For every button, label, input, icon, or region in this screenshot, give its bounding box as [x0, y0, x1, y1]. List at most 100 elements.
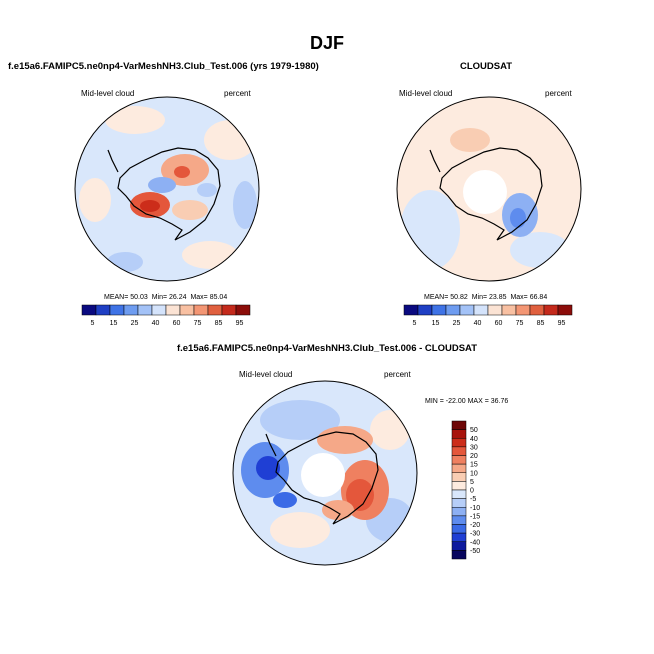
obs-peninsula — [429, 149, 441, 173]
colorbar-tick-label: 60 — [173, 320, 181, 327]
colorbar-tick-label: -15 — [470, 513, 480, 520]
diff-peninsula — [265, 433, 277, 457]
obs-stats: MEAN= 50.82 Min= 23.85 Max= 66.84 — [424, 294, 548, 301]
model-colorbar: 5 15 25 40 60 75 85 95 — [81, 304, 251, 327]
colorbar-box — [81, 304, 97, 316]
colorbar-box — [451, 481, 467, 491]
colorbar-box — [123, 304, 139, 316]
colorbar-tick-label: 25 — [131, 320, 139, 327]
model-units-label: percent — [224, 89, 251, 98]
model-peninsula — [107, 149, 119, 173]
colorbar-tick-label: 95 — [236, 320, 244, 327]
diff-map-border — [232, 380, 418, 566]
model-left-label: Mid-level cloud — [81, 89, 135, 98]
colorbar-tick-label: -50 — [470, 548, 480, 555]
obs-coastline — [439, 147, 543, 241]
colorbar-box — [515, 304, 531, 316]
colorbar-box — [451, 472, 467, 482]
diff-left-label: Mid-level cloud — [239, 370, 293, 379]
colorbar-tick-label: 95 — [558, 320, 566, 327]
colorbar-box — [451, 498, 467, 508]
colorbar-box — [451, 489, 467, 499]
colorbar-box — [451, 455, 467, 465]
model-coastline — [117, 147, 221, 241]
model-panel-title: f.e15a6.FAMIPC5.ne0np4-VarMeshNH3.Club_T… — [8, 61, 319, 72]
colorbar-tick-label: 5 — [470, 479, 474, 486]
colorbar-box — [451, 532, 467, 542]
colorbar-box — [109, 304, 125, 316]
colorbar-box — [451, 446, 467, 456]
colorbar-box — [137, 304, 153, 316]
colorbar-tick-label: 40 — [474, 320, 482, 327]
colorbar-box — [95, 304, 111, 316]
colorbar-box — [221, 304, 237, 316]
colorbar-box — [451, 524, 467, 534]
colorbar-tick-label: 85 — [537, 320, 545, 327]
colorbar-box — [529, 304, 545, 316]
colorbar-tick-label: 20 — [470, 453, 478, 460]
colorbar-tick-label: 5 — [91, 320, 95, 327]
colorbar-box — [557, 304, 573, 316]
model-map — [75, 97, 259, 281]
colorbar-tick-label: 75 — [194, 320, 202, 327]
colorbar-box — [473, 304, 489, 316]
colorbar-box — [487, 304, 503, 316]
colorbar-tick-label: 15 — [432, 320, 440, 327]
colorbar-box — [445, 304, 461, 316]
colorbar-tick-label: 40 — [152, 320, 160, 327]
colorbar-box — [451, 420, 467, 430]
model-map-border — [74, 96, 260, 282]
colorbar-tick-label: 0 — [470, 488, 474, 495]
colorbar-box — [417, 304, 433, 316]
colorbar-tick-label: 10 — [470, 470, 478, 477]
colorbar-box — [501, 304, 517, 316]
diff-panel-title: f.e15a6.FAMIPC5.ne0np4-VarMeshNH3.Club_T… — [176, 343, 478, 354]
diff-coastline — [275, 431, 379, 525]
obs-left-label: Mid-level cloud — [399, 89, 453, 98]
colorbar-tick-label: 85 — [215, 320, 223, 327]
colorbar-tick-label: 50 — [470, 427, 478, 434]
colorbar-box — [451, 515, 467, 525]
colorbar-box — [207, 304, 223, 316]
obs-map-border — [396, 96, 582, 282]
colorbar-box — [151, 304, 167, 316]
colorbar-tick-label: 60 — [495, 320, 503, 327]
colorbar-tick-label: -40 — [470, 539, 480, 546]
diff-map — [233, 381, 417, 565]
colorbar-tick-label: 30 — [470, 444, 478, 451]
colorbar-box — [193, 304, 209, 316]
colorbar-box — [235, 304, 251, 316]
colorbar-box — [451, 429, 467, 439]
model-stats: MEAN= 50.03 Min= 26.24 Max= 85.04 — [104, 294, 228, 301]
colorbar-tick-label: -10 — [470, 505, 480, 512]
colorbar-box — [165, 304, 181, 316]
obs-colorbar: 5 15 25 40 60 75 85 95 — [403, 304, 573, 327]
colorbar-box — [543, 304, 559, 316]
colorbar-tick-label: -30 — [470, 531, 480, 538]
obs-panel-title: CLOUDSAT — [460, 61, 513, 72]
colorbar-tick-label: 75 — [516, 320, 524, 327]
colorbar-box — [451, 550, 467, 560]
colorbar-box — [431, 304, 447, 316]
colorbar-tick-label: 15 — [110, 320, 118, 327]
diff-stats: MIN = -22.00 MAX = 36.76 — [425, 398, 509, 405]
colorbar-box — [451, 463, 467, 473]
obs-units-label: percent — [545, 89, 572, 98]
colorbar-tick-label: 15 — [470, 462, 478, 469]
figure-title: DJF — [309, 33, 344, 53]
colorbar-tick-label: 25 — [453, 320, 461, 327]
colorbar-box — [451, 438, 467, 448]
obs-map — [397, 97, 581, 281]
colorbar-box — [403, 304, 419, 316]
colorbar-tick-label: -20 — [470, 522, 480, 529]
diff-units-label: percent — [384, 370, 411, 379]
colorbar-tick-label: 5 — [413, 320, 417, 327]
colorbar-tick-label: -5 — [470, 496, 476, 503]
colorbar-box — [459, 304, 475, 316]
colorbar-box — [451, 541, 467, 551]
colorbar-box — [179, 304, 195, 316]
colorbar-tick-label: 40 — [470, 436, 478, 443]
colorbar-box — [451, 507, 467, 517]
